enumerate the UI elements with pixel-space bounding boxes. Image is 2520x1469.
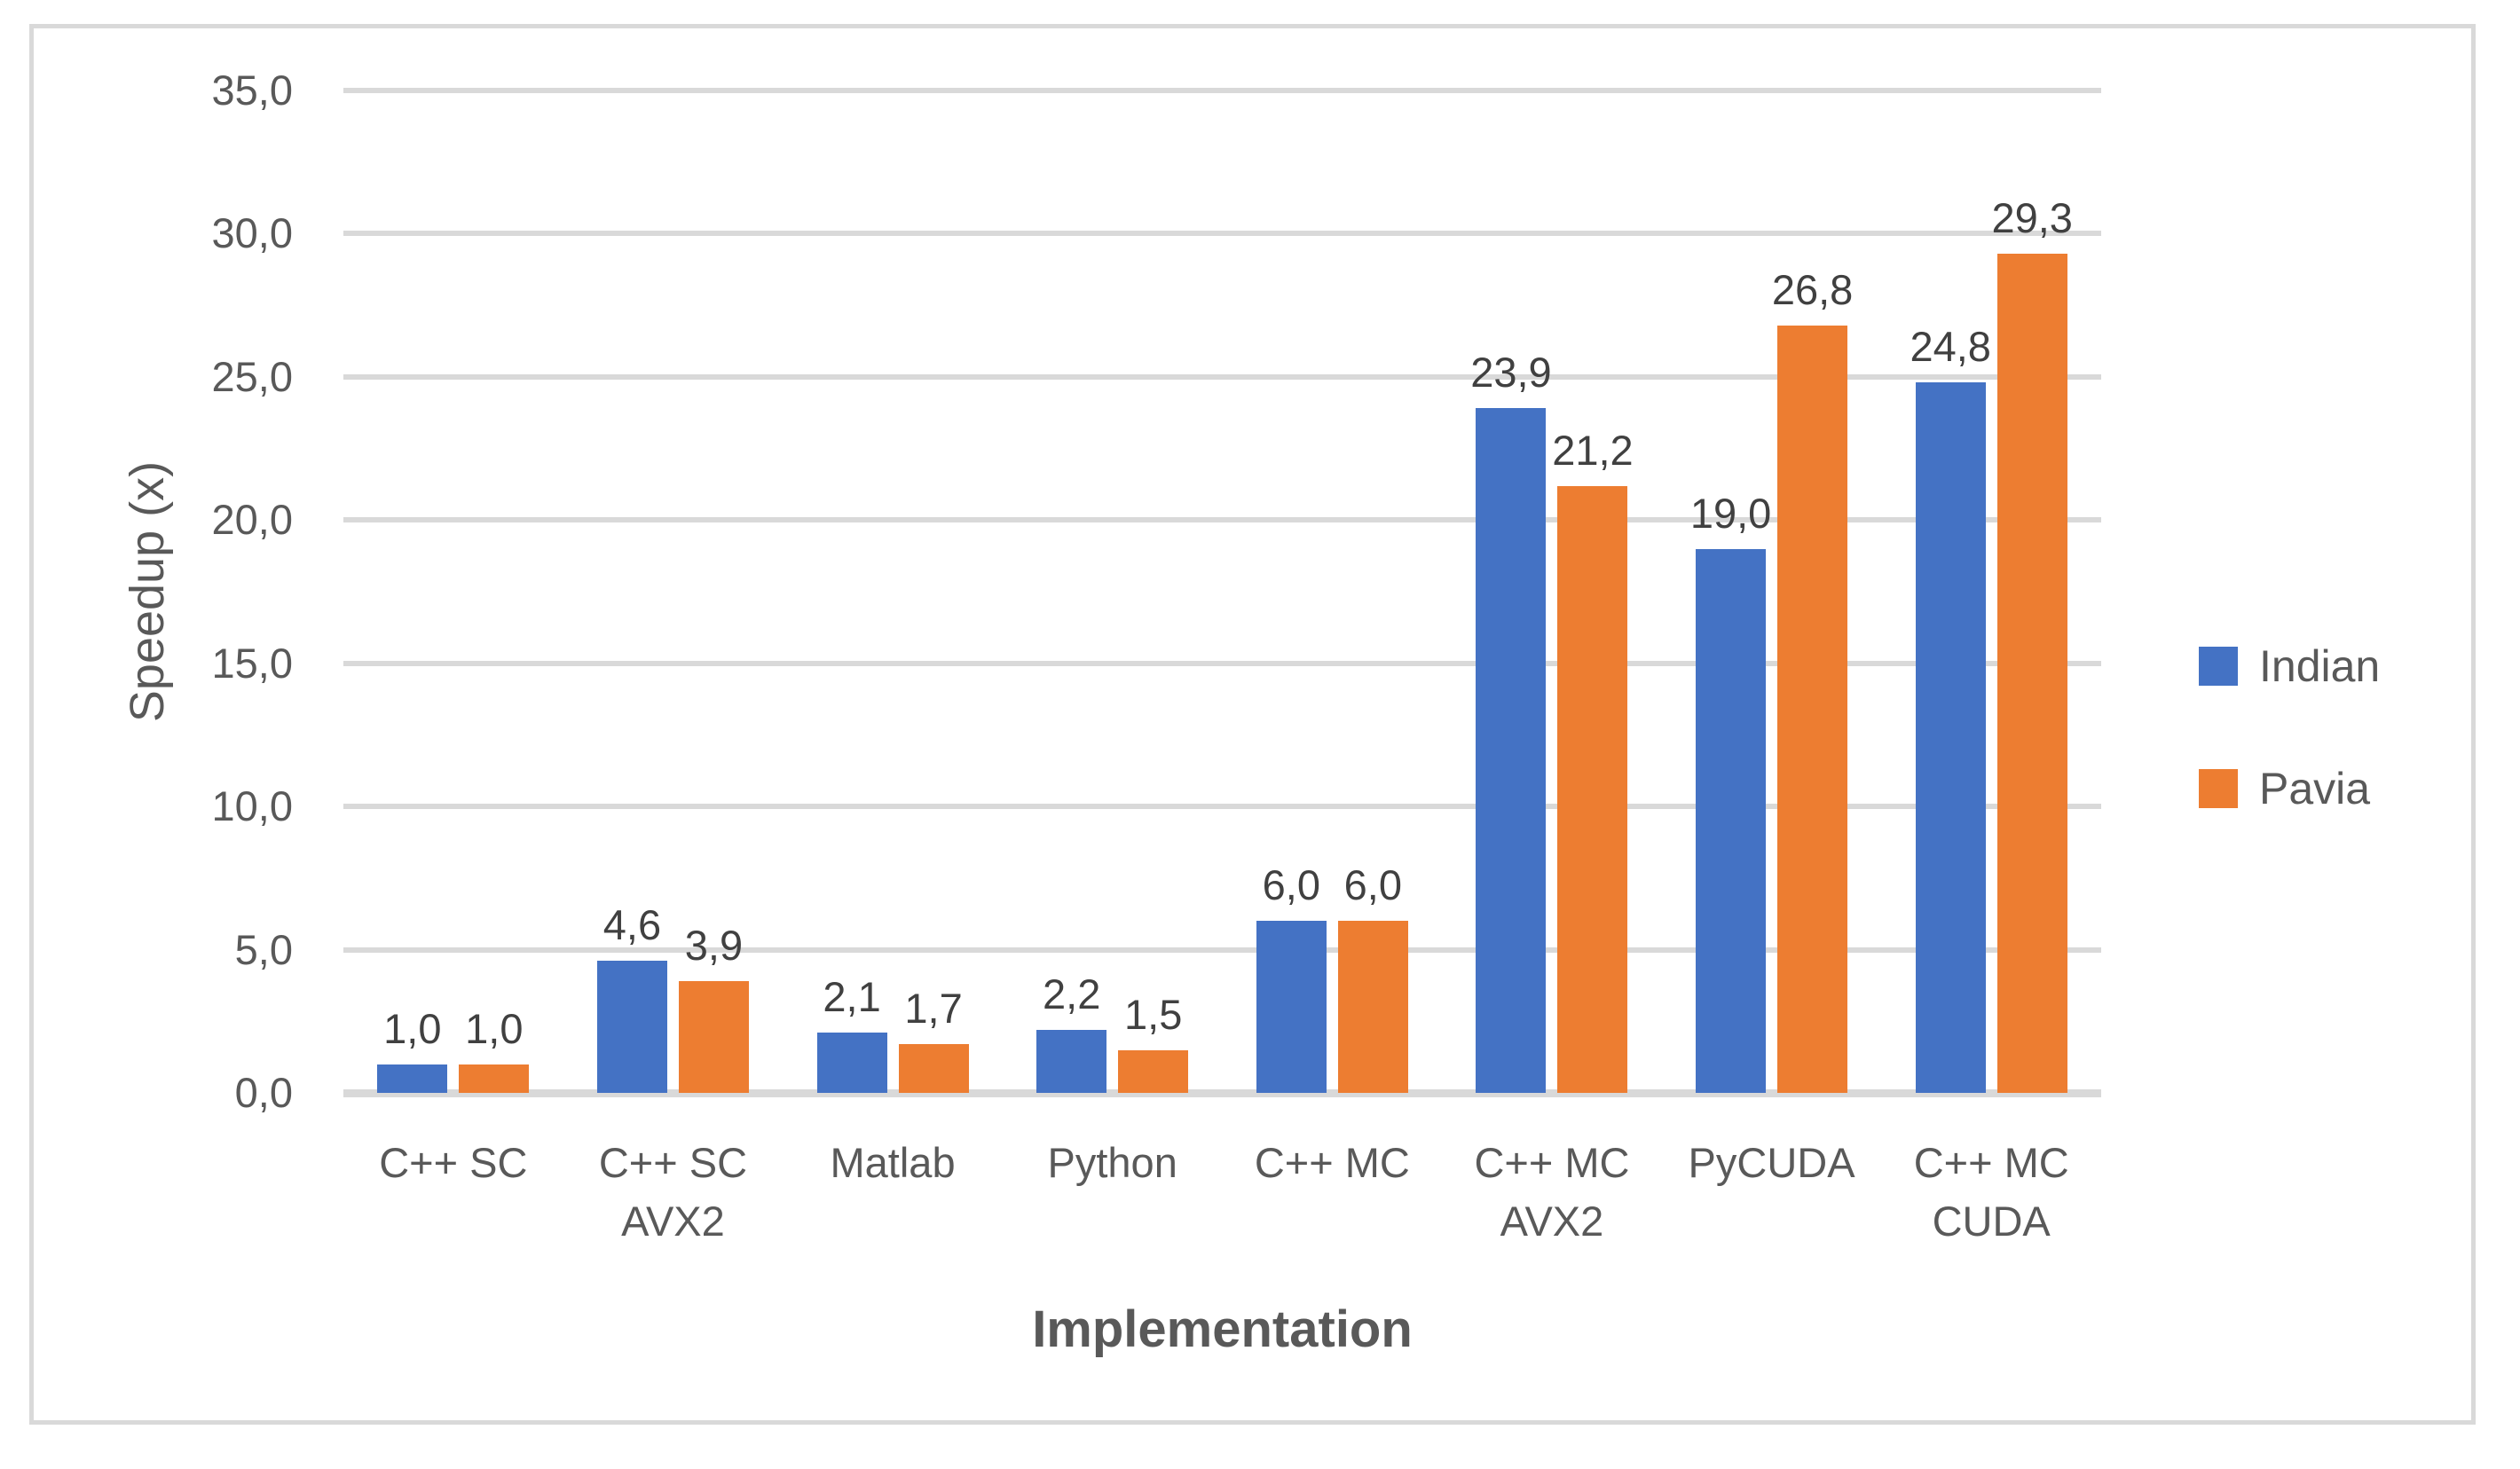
bar-value-label: 23,9 [1470,349,1552,397]
bar-value-label: 2,2 [1043,970,1101,1017]
bar-pavia [1557,485,1628,1093]
x-category-label: C++ MC AVX2 [1474,1139,1630,1245]
x-category-label: Matlab [830,1139,956,1186]
x-axis-title: Implementation [1032,1300,1413,1358]
x-axis-line [343,1089,2101,1097]
bar-value-label: 1,0 [383,1004,442,1052]
bar-value-label: 3,9 [684,922,744,970]
legend-label: Pavia [2259,764,2371,813]
x-category-label: PyCUDA [1688,1139,1855,1186]
bar-pavia [1118,1049,1189,1093]
bar-value-label: 19,0 [1689,489,1772,537]
gridline [343,660,2101,666]
bar-value-label: 6,0 [1262,861,1320,909]
gridline [343,947,2101,953]
x-category-label: C++ SC AVX2 [598,1139,748,1245]
gridline [343,88,2101,93]
y-tick-label: 0,0 [234,1069,293,1116]
y-tick-label: 15,0 [211,639,293,687]
legend: Indian Pavia [2199,640,2380,814]
bar-indian [1915,382,1986,1093]
legend-item-pavia: Pavia [2199,763,2380,814]
bar-value-label: 2,1 [823,973,881,1021]
gridline [343,804,2101,810]
legend-swatch-indian [2199,647,2238,686]
bar-value-label: 1,7 [904,985,963,1033]
bar-pavia [1337,921,1408,1093]
bar-value-label: 1,0 [465,1004,524,1052]
chart-border-frame [29,24,2476,1425]
x-category-label: Python [1047,1139,1177,1186]
bar-indian [1036,1029,1107,1093]
legend-label: Indian [2259,641,2381,691]
y-tick-label: 35,0 [211,67,293,114]
bar-pavia [678,981,749,1093]
y-tick-label: 30,0 [211,209,293,257]
bar-value-label: 29,3 [1991,194,2073,242]
bar-value-label: 21,2 [1552,426,1634,474]
bar-indian [816,1033,887,1093]
gridline [343,373,2101,380]
bar-value-label: 1,5 [1124,990,1183,1038]
bar-indian [1476,408,1547,1093]
bar-indian [1696,548,1767,1093]
x-category-label: C++ MC [1254,1139,1410,1186]
gridline [343,231,2101,237]
bar-value-label: 4,6 [602,901,662,949]
x-category-label: C++ MC CUDA [1913,1139,2069,1245]
bar-value-label: 6,0 [1343,861,1402,909]
bar-pavia [1996,254,2067,1093]
bar-value-label: 24,8 [1910,323,1991,371]
legend-item-indian: Indian [2199,640,2380,692]
y-tick-label: 5,0 [234,925,293,973]
bar-indian [596,961,667,1093]
y-tick-label: 20,0 [211,496,293,544]
bar-pavia [459,1064,530,1093]
bar-pavia [898,1044,969,1093]
y-axis-title: Speedup (x) [121,460,174,723]
bar-indian [377,1064,448,1093]
bar-indian [1256,921,1327,1093]
x-category-label: C++ SC [379,1139,528,1186]
y-tick-label: 10,0 [211,782,293,830]
gridline [343,517,2101,523]
bar-pavia [1777,325,1848,1093]
bar-value-label: 26,8 [1771,265,1854,313]
y-tick-label: 25,0 [211,352,293,400]
legend-swatch-pavia [2199,769,2238,808]
